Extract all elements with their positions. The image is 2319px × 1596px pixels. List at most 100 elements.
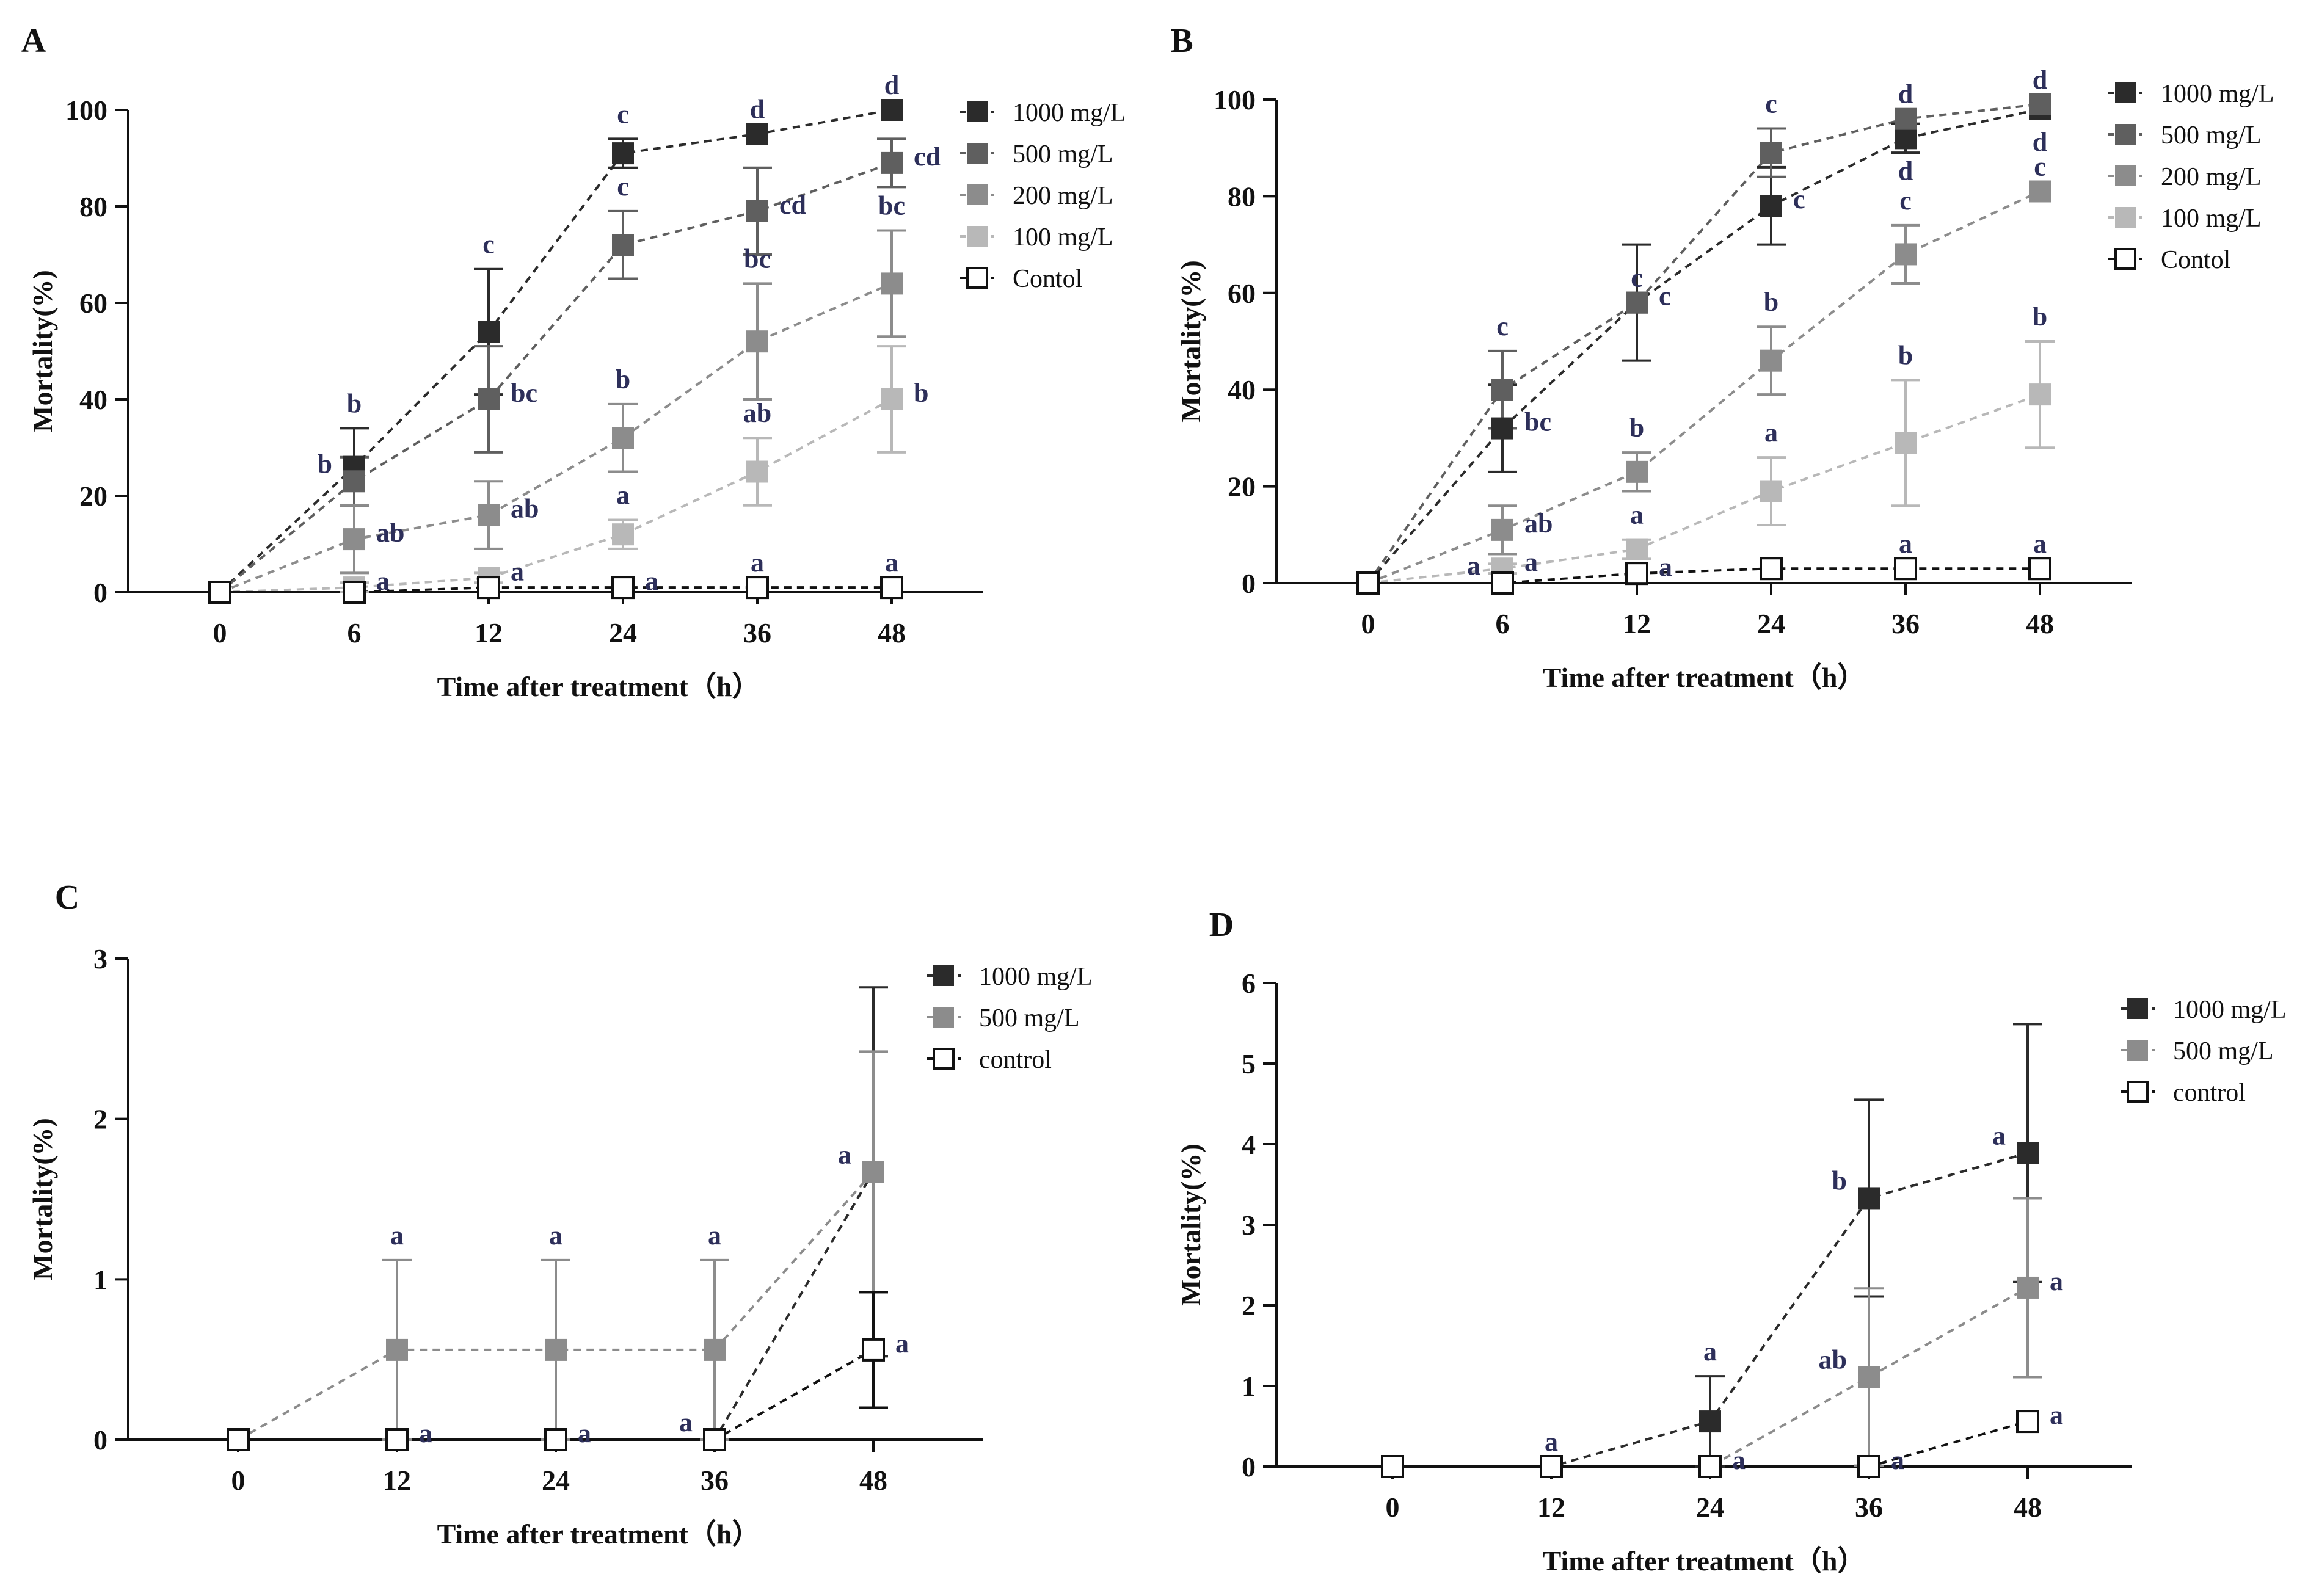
y-tick-label: 1 bbox=[1242, 1371, 1256, 1402]
y-tick-label: 5 bbox=[1242, 1048, 1256, 1079]
data-point bbox=[746, 576, 769, 600]
legend-marker bbox=[2115, 124, 2136, 145]
significance-label: a bbox=[1992, 1121, 2006, 1151]
data-point bbox=[208, 581, 231, 604]
legend-marker bbox=[2115, 165, 2136, 186]
x-axis-title: Time after treatment（h） bbox=[437, 671, 760, 702]
panel-letter: D bbox=[1209, 906, 1234, 944]
y-tick-label: 100 bbox=[65, 95, 107, 126]
legend-marker bbox=[2115, 82, 2136, 103]
significance-label: a bbox=[1703, 1337, 1717, 1366]
data-point bbox=[746, 123, 768, 145]
data-point bbox=[478, 504, 500, 526]
legend-label: 1000 mg/L bbox=[1013, 99, 1126, 127]
legend-label: 1000 mg/L bbox=[2173, 996, 2287, 1024]
significance-label: a bbox=[2033, 529, 2047, 559]
data-point bbox=[1760, 142, 1782, 164]
data-point bbox=[1491, 571, 1514, 595]
significance-label: c bbox=[482, 230, 495, 259]
data-point bbox=[1381, 1455, 1404, 1478]
legend-label: 500 mg/L bbox=[2161, 122, 2262, 150]
x-tick-label: 12 bbox=[1623, 608, 1651, 639]
data-point bbox=[1491, 518, 1513, 541]
data-point bbox=[478, 388, 500, 410]
significance-label: ab bbox=[743, 398, 771, 428]
data-point bbox=[1895, 432, 1917, 454]
significance-label: a bbox=[708, 1221, 721, 1250]
data-point bbox=[611, 576, 635, 600]
data-point bbox=[1540, 1455, 1563, 1478]
x-tick-label: 48 bbox=[859, 1465, 887, 1496]
significance-label: a bbox=[1891, 1445, 1904, 1475]
chart-panel-a: A 0 20 40 60 80 100 0 6 12 24 36 48 Time after treatm… bbox=[21, 22, 1126, 702]
series-line bbox=[1392, 1420, 2028, 1468]
legend-marker bbox=[966, 267, 988, 289]
x-tick-label: 12 bbox=[475, 617, 503, 648]
legend-label: 100 mg/L bbox=[1013, 223, 1113, 252]
data-point bbox=[385, 1428, 409, 1451]
significance-label: bc bbox=[878, 191, 905, 221]
legend-label: 500 mg/L bbox=[979, 1004, 1080, 1032]
significance-label: a bbox=[549, 1221, 562, 1250]
y-tick-label: 80 bbox=[1228, 181, 1256, 212]
data-point bbox=[1858, 1366, 1880, 1388]
data-point bbox=[1491, 379, 1513, 401]
data-point bbox=[1625, 562, 1648, 586]
data-point bbox=[1698, 1455, 1722, 1478]
significance-label: a bbox=[511, 556, 524, 586]
significance-label: b bbox=[1832, 1166, 1847, 1195]
data-point bbox=[862, 1338, 885, 1362]
data-point bbox=[881, 272, 903, 295]
y-tick-label: 20 bbox=[79, 481, 107, 512]
y-tick-label: 6 bbox=[1242, 968, 1256, 999]
legend-marker bbox=[967, 101, 988, 122]
series-line bbox=[219, 282, 892, 593]
significance-label: a bbox=[838, 1139, 851, 1169]
x-tick-label: 24 bbox=[1696, 1492, 1724, 1523]
significance-label: b bbox=[1629, 413, 1644, 443]
significance-label: c bbox=[2034, 151, 2046, 181]
series-line bbox=[1367, 393, 2041, 584]
series-line bbox=[219, 162, 892, 593]
data-point bbox=[1858, 1187, 1880, 1210]
significance-label: a bbox=[679, 1407, 693, 1437]
x-tick-label: 12 bbox=[1537, 1492, 1565, 1523]
significance-label: c bbox=[1793, 184, 1805, 214]
x-axis-title: Time after treatment（h） bbox=[1543, 662, 1866, 693]
data-point bbox=[881, 388, 903, 410]
significance-label: d bbox=[2033, 65, 2047, 95]
data-point bbox=[881, 151, 903, 174]
data-point bbox=[478, 321, 500, 343]
significance-label: a bbox=[1467, 551, 1480, 581]
x-tick-label: 0 bbox=[1386, 1492, 1400, 1523]
x-tick-label: 48 bbox=[878, 617, 906, 648]
legend-label: 1000 mg/L bbox=[2161, 80, 2274, 108]
data-point bbox=[1894, 557, 1917, 581]
significance-label: a bbox=[1732, 1445, 1746, 1475]
legend-label: 200 mg/L bbox=[2161, 163, 2262, 191]
data-point bbox=[746, 330, 768, 353]
y-tick-label: 3 bbox=[93, 943, 107, 974]
significance-label: d bbox=[1898, 79, 1913, 109]
significance-label: cd bbox=[914, 142, 941, 172]
data-point bbox=[1699, 1410, 1721, 1433]
y-tick-label: 0 bbox=[1242, 568, 1256, 599]
significance-label: a bbox=[376, 566, 390, 596]
legend-label: Contol bbox=[2161, 246, 2230, 274]
x-axis-title: Time after treatment（h） bbox=[1543, 1545, 1866, 1576]
significance-label: d bbox=[884, 70, 899, 100]
significance-label: c bbox=[1765, 89, 1777, 119]
data-point bbox=[1626, 538, 1648, 560]
series-line bbox=[219, 398, 892, 593]
y-tick-label: 60 bbox=[1228, 278, 1256, 309]
data-point bbox=[2017, 1142, 2039, 1164]
data-point bbox=[2029, 383, 2051, 406]
y-tick-label: 0 bbox=[93, 1424, 107, 1456]
data-point bbox=[343, 470, 365, 493]
data-point bbox=[2029, 180, 2051, 203]
data-point bbox=[746, 200, 768, 222]
legend-marker bbox=[933, 1048, 955, 1070]
series-line bbox=[1367, 107, 2041, 584]
data-point bbox=[1857, 1455, 1880, 1478]
